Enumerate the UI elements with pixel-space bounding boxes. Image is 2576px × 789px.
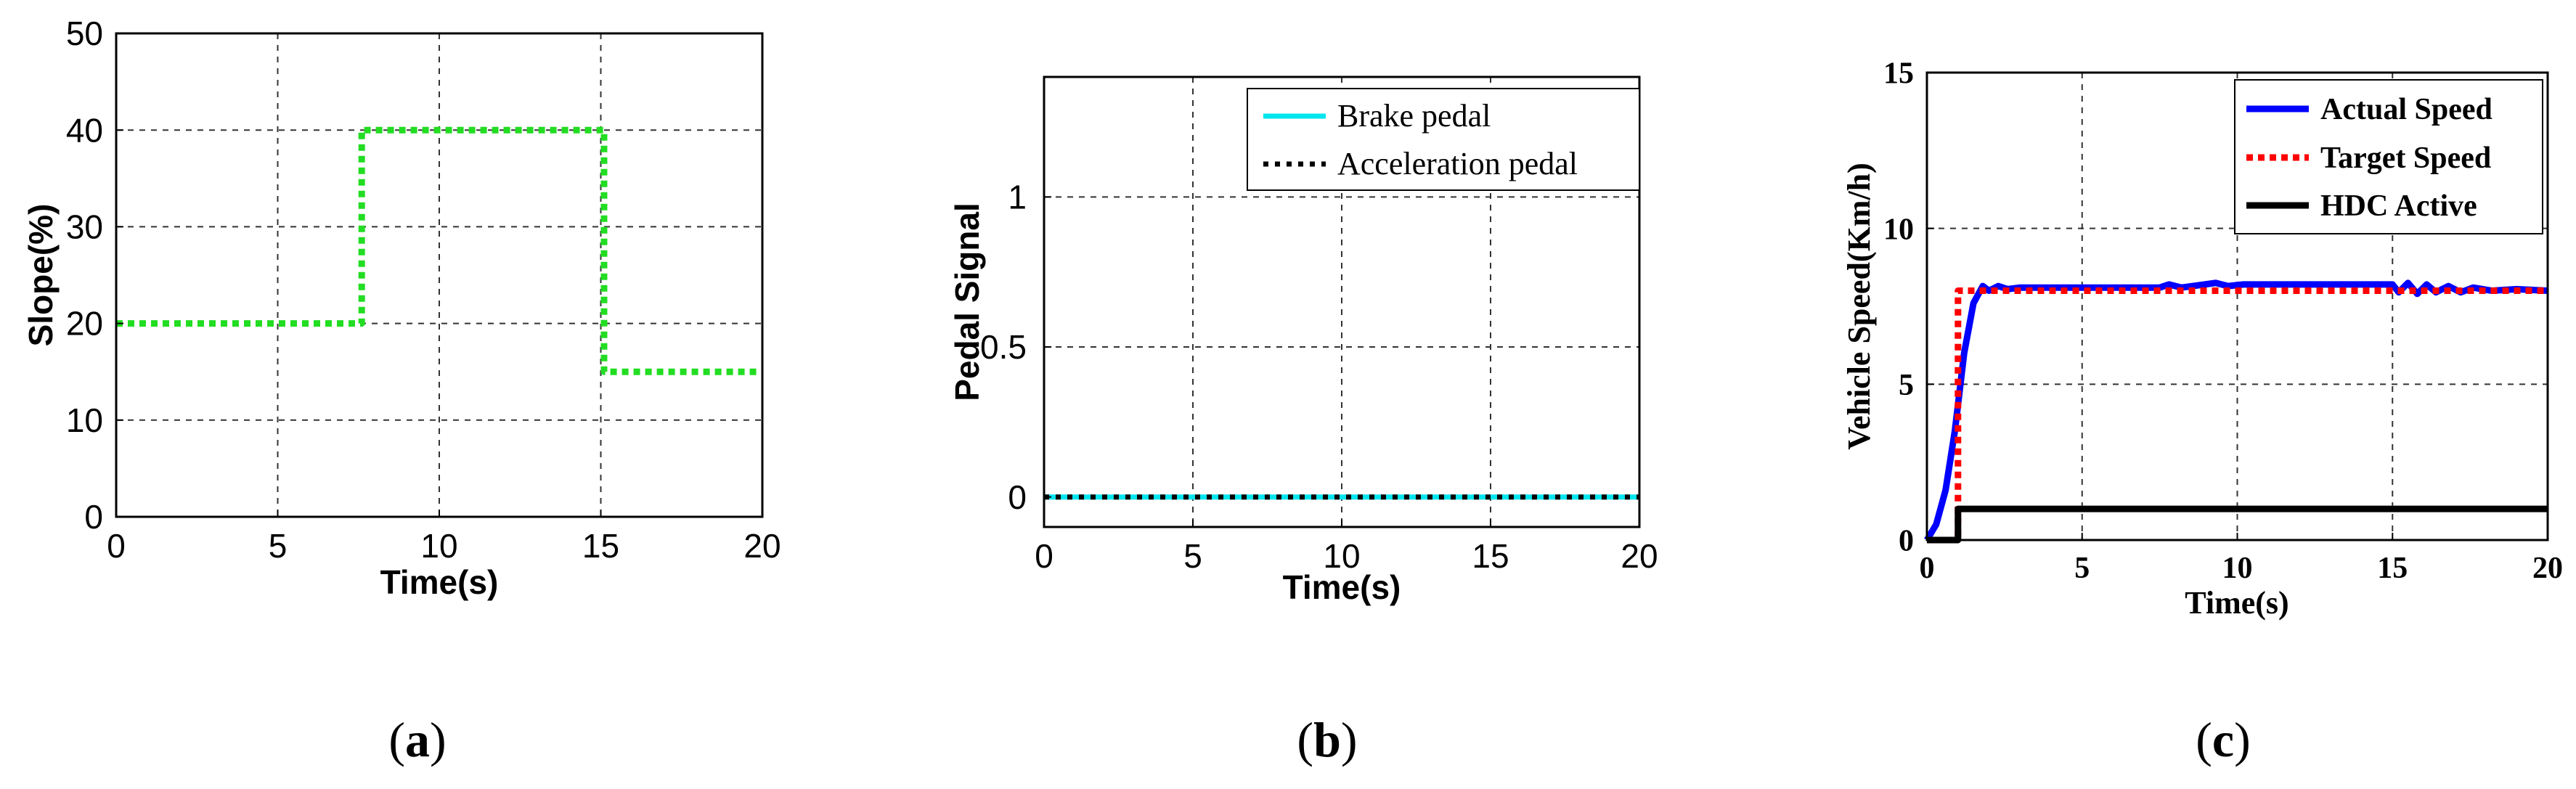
chart-b-xtick-label-0: 0 bbox=[1035, 537, 1053, 575]
chart-c-ylabel: Vehicle Speed(Km/h) bbox=[1841, 163, 1877, 450]
chart-b-ylabel: Pedal Signal bbox=[948, 203, 986, 401]
chart-a-xtick-label-2: 10 bbox=[420, 527, 457, 565]
chart-c-xtick-label-3: 15 bbox=[2377, 552, 2408, 585]
chart-a-xtick-label-4: 20 bbox=[743, 527, 780, 565]
chart-a-ytick-label-2: 20 bbox=[66, 305, 103, 343]
chart-b-xtick-label-3: 15 bbox=[1472, 537, 1509, 575]
chart-b-legend-label-accel: Acceleration pedal bbox=[1337, 146, 1578, 181]
chart-a-ytick-label-0: 0 bbox=[84, 498, 103, 536]
chart-c-xtick-label-1: 5 bbox=[2074, 552, 2090, 585]
chart-a-xtick-label-0: 0 bbox=[107, 527, 126, 565]
chart-a-ytick-label-5: 50 bbox=[66, 15, 103, 52]
chart-b-legend: Brake pedal Acceleration pedal bbox=[1247, 88, 1640, 191]
chart-b-xtick-label-4: 20 bbox=[1621, 537, 1658, 575]
chart-a-ylabel: Slope(%) bbox=[22, 204, 60, 347]
chart-a-grid bbox=[116, 33, 762, 517]
chart-b-ytick-label-1: 0.5 bbox=[980, 328, 1027, 366]
chart-b-ytick-label-0: 0 bbox=[1008, 478, 1027, 516]
chart-b-ytick-label-2: 1 bbox=[1008, 178, 1027, 216]
chart-c-legend-label-hdc: HDC Active bbox=[2320, 189, 2477, 223]
chart-b-ticks: 0 5 10 15 20 0 0.5 1 bbox=[980, 178, 1658, 575]
chart-c-legend-label-target: Target Speed bbox=[2320, 142, 2491, 175]
chart-b-legend-box bbox=[1247, 88, 1640, 191]
chart-a-xtick-label-3: 15 bbox=[582, 527, 619, 565]
chart-c: 0 5 10 15 20 0 5 10 15 Time(s) Vehicle Speed(Km/… bbox=[1841, 57, 2563, 767]
chart-a-series-0 bbox=[116, 126, 762, 375]
chart-a-ticks: 0 5 10 15 20 0 10 20 30 40 50 bbox=[66, 15, 781, 565]
chart-c-xtick-label-0: 0 bbox=[1920, 552, 1935, 585]
chart-a: 0 5 10 15 20 0 10 20 30 40 50 Time(s) Slope(%) (a) bbox=[22, 15, 781, 767]
chart-b: 0 5 10 15 20 0 0.5 1 Time(s) Pedal Signal Brake… bbox=[948, 75, 1658, 767]
chart-b-legend-label-brake: Brake pedal bbox=[1337, 98, 1491, 134]
chart-b-xtick-label-2: 10 bbox=[1323, 537, 1360, 575]
chart-a-xlabel: Time(s) bbox=[380, 563, 499, 601]
chart-b-xtick-label-1: 5 bbox=[1183, 537, 1202, 575]
chart-c-grid bbox=[1927, 73, 2548, 540]
chart-c-legend-label-actual: Actual Speed bbox=[2320, 93, 2493, 126]
chart-a-ytick-label-3: 30 bbox=[66, 208, 103, 246]
chart-c-ticks: 0 5 10 15 20 0 5 10 15 bbox=[1883, 57, 2563, 585]
chart-a-panel-label: (a) bbox=[388, 712, 446, 767]
chart-c-legend: Actual Speed Target Speed HDC Active bbox=[2234, 79, 2543, 234]
chart-c-panel-label: (c) bbox=[2196, 712, 2251, 767]
chart-c-series-0 bbox=[1924, 279, 2548, 542]
chart-c-ytick-label-3: 15 bbox=[1883, 57, 1914, 91]
chart-a-ytick-label-1: 10 bbox=[66, 401, 103, 439]
chart-c-xtick-label-4: 20 bbox=[2532, 552, 2563, 585]
chart-c-ytick-label-0: 0 bbox=[1899, 525, 1914, 558]
chart-c-ytick-label-1: 5 bbox=[1899, 369, 1914, 402]
chart-a-ytick-label-4: 40 bbox=[66, 111, 103, 149]
chart-c-ytick-label-2: 10 bbox=[1883, 213, 1914, 246]
chart-c-xtick-label-2: 10 bbox=[2222, 552, 2253, 585]
chart-a-series-group bbox=[116, 126, 762, 375]
chart-c-xlabel: Time(s) bbox=[2185, 585, 2288, 621]
chart-b-panel-label: (b) bbox=[1297, 712, 1357, 767]
chart-b-xlabel: Time(s) bbox=[1283, 568, 1401, 606]
chart-a-xtick-label-1: 5 bbox=[269, 527, 288, 565]
